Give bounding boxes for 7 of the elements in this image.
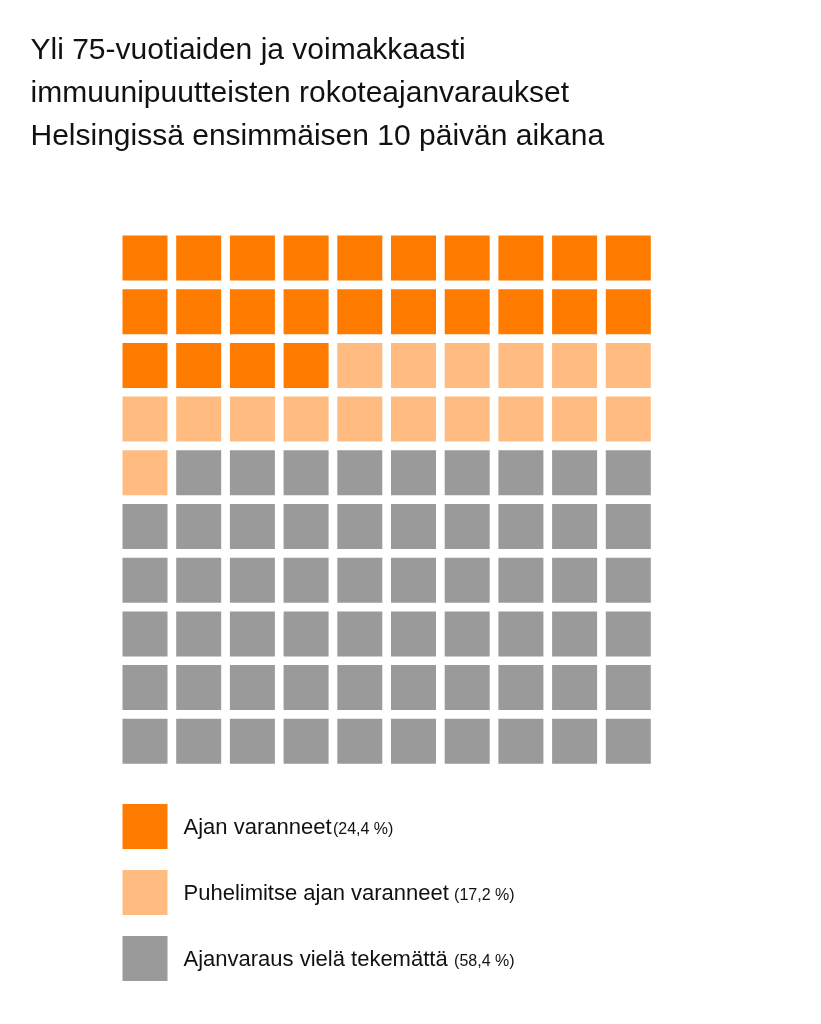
- text: Yli 75-vuotiaiden ja voimakkaasti immuunipuutteisten rokoteajanvaraukset Helsingissä ensimmäisen 10 päivän aikana: [30, 32, 605, 151]
- category-label: Ajan varanneet: [183, 814, 332, 839]
- data-label: (17,2 %): [454, 886, 515, 903]
- data-label: (58,4 %): [454, 952, 515, 969]
- data-label: (24,4 %): [332, 820, 394, 837]
- category-label: Ajanvaraus vielä tekemättä: [183, 946, 449, 971]
- category-label: Puhelimitse ajan varanneet: [183, 880, 449, 905]
